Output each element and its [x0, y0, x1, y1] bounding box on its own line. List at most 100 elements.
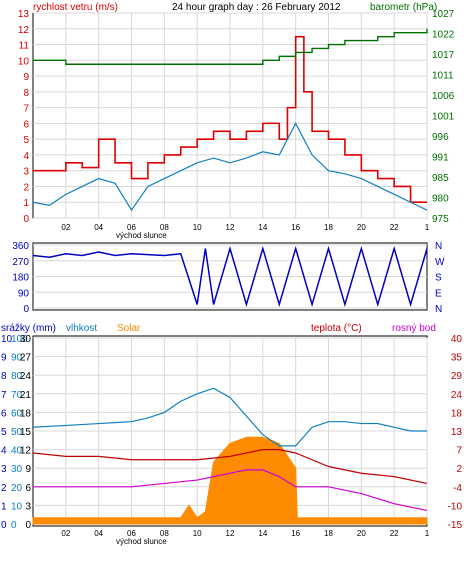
- humidity-ytick: 20: [11, 483, 23, 494]
- temp-ytick: -4: [453, 483, 462, 494]
- climate-xtick: 12: [226, 529, 235, 538]
- temp-ytick: 35: [451, 353, 463, 364]
- solar-ytick: 21: [20, 390, 32, 401]
- baro-ytick: 1022: [432, 30, 455, 41]
- rain-ytick: 10: [1, 334, 13, 345]
- sunrise-label-2: východ slunce: [116, 537, 167, 546]
- baro-ytick: 1001: [432, 112, 455, 123]
- direction-grid: [33, 244, 427, 309]
- solar-ytick: 0: [25, 520, 31, 531]
- climate-xtick: 14: [258, 529, 267, 538]
- wind-xtick: 18: [324, 223, 333, 232]
- wind-ytick: 11: [19, 41, 30, 52]
- climate-xtick: 10: [193, 529, 202, 538]
- baro-ytick: 996: [432, 132, 449, 143]
- compass-label: W: [435, 257, 445, 268]
- rain-ytick: 0: [1, 520, 7, 531]
- direction-ytick: 180: [12, 273, 29, 284]
- solar-area: [32, 436, 428, 525]
- dew-label: rosný bod: [392, 323, 436, 334]
- barometer-line: [33, 28, 428, 65]
- wind-xtick: 08: [160, 223, 169, 232]
- rain-ytick: 3: [1, 464, 7, 475]
- rain-ytick: 1: [1, 501, 7, 512]
- wind-xtick: 06: [127, 223, 136, 232]
- rain-ytick: 5: [1, 427, 7, 438]
- wind-series: [32, 28, 428, 212]
- humidity-ytick: 30: [11, 464, 23, 475]
- baro-ytick: 1017: [432, 50, 455, 61]
- temp-ytick: -10: [448, 501, 463, 512]
- wind-ylabel: rychlost vetru (m/s): [33, 2, 118, 13]
- chart-title: 24 hour graph day : 26 February 2012: [172, 2, 341, 13]
- wind-speed-line: [33, 35, 427, 204]
- rain-ytick: 8: [1, 371, 7, 382]
- wind-ytick: 4: [23, 151, 29, 162]
- wind-xtick: 22: [390, 223, 399, 232]
- rain-ytick: 6: [1, 408, 7, 419]
- direction-series: [32, 245, 428, 308]
- wind-ytick: 2: [23, 182, 29, 193]
- solar-label: Solar: [117, 323, 141, 334]
- humidity-ytick: 10: [11, 501, 23, 512]
- solar-ytick: 6: [25, 483, 31, 494]
- temperature-line: [32, 449, 428, 485]
- humidity-line: [32, 387, 427, 447]
- wind-xtick: 1: [425, 223, 430, 232]
- direction-ytick: 360: [12, 241, 29, 252]
- humidity-label: vlhkost: [66, 323, 97, 334]
- climate-xtick: 04: [94, 529, 103, 538]
- wind-ytick: 8: [23, 88, 29, 99]
- dew-point-line: [33, 469, 428, 512]
- compass-label: S: [435, 273, 442, 284]
- direction-ytick: 90: [18, 288, 30, 299]
- solar-ytick: 9: [25, 464, 31, 475]
- humidity-ytick: 40: [11, 446, 23, 457]
- humidity-ytick: 0: [11, 520, 17, 531]
- temp-ytick: 24: [451, 390, 463, 401]
- wind-xtick: 04: [94, 223, 103, 232]
- wind-xtick: 20: [357, 223, 366, 232]
- wind-ytick: 3: [23, 167, 29, 178]
- climate-xtick: 08: [160, 529, 169, 538]
- wind-direction-line: [32, 245, 428, 308]
- temp-label: teplota (°C): [311, 323, 362, 334]
- rain-ytick: 9: [1, 353, 7, 364]
- solar-ytick: 18: [20, 408, 32, 419]
- temp-ytick: 29: [451, 371, 463, 382]
- baro-ytick: 1006: [432, 91, 455, 102]
- climate-xtick: 16: [291, 529, 300, 538]
- temp-ytick: 40: [451, 334, 463, 345]
- baro-ylabel: barometr (hPa): [370, 2, 437, 13]
- solar-ytick: 27: [20, 353, 32, 364]
- rain-ytick: 2: [1, 483, 7, 494]
- temp-ytick: 2: [456, 464, 462, 475]
- wind-ytick: 5: [23, 135, 29, 146]
- compass-label: E: [435, 288, 442, 299]
- wind-ytick: 0: [23, 214, 29, 225]
- solar-ytick: 24: [20, 371, 32, 382]
- temp-ytick: -15: [448, 520, 463, 531]
- wind-ytick: 7: [23, 104, 29, 115]
- wind-grid: [33, 12, 428, 219]
- climate-xtick: 1: [425, 529, 430, 538]
- climate-xtick: 18: [324, 529, 333, 538]
- climate-xtick: 02: [61, 529, 70, 538]
- climate-series: [32, 387, 428, 525]
- baro-ytick: 980: [432, 194, 449, 205]
- direction-ytick: 270: [12, 257, 29, 268]
- sunrise-label-1: východ slunce: [116, 231, 167, 240]
- humidity-ytick: 50: [11, 427, 23, 438]
- wind-xtick: 10: [193, 223, 202, 232]
- baro-ytick: 975: [432, 214, 449, 225]
- wind-xtick: 12: [226, 223, 235, 232]
- climate-xtick: 20: [357, 529, 366, 538]
- climate-xtick: 22: [390, 529, 399, 538]
- solar-ytick: 30: [20, 334, 32, 345]
- rain-ytick: 4: [1, 446, 7, 457]
- wind-ytick: 12: [18, 25, 30, 36]
- humidity-ytick: 100: [11, 334, 28, 345]
